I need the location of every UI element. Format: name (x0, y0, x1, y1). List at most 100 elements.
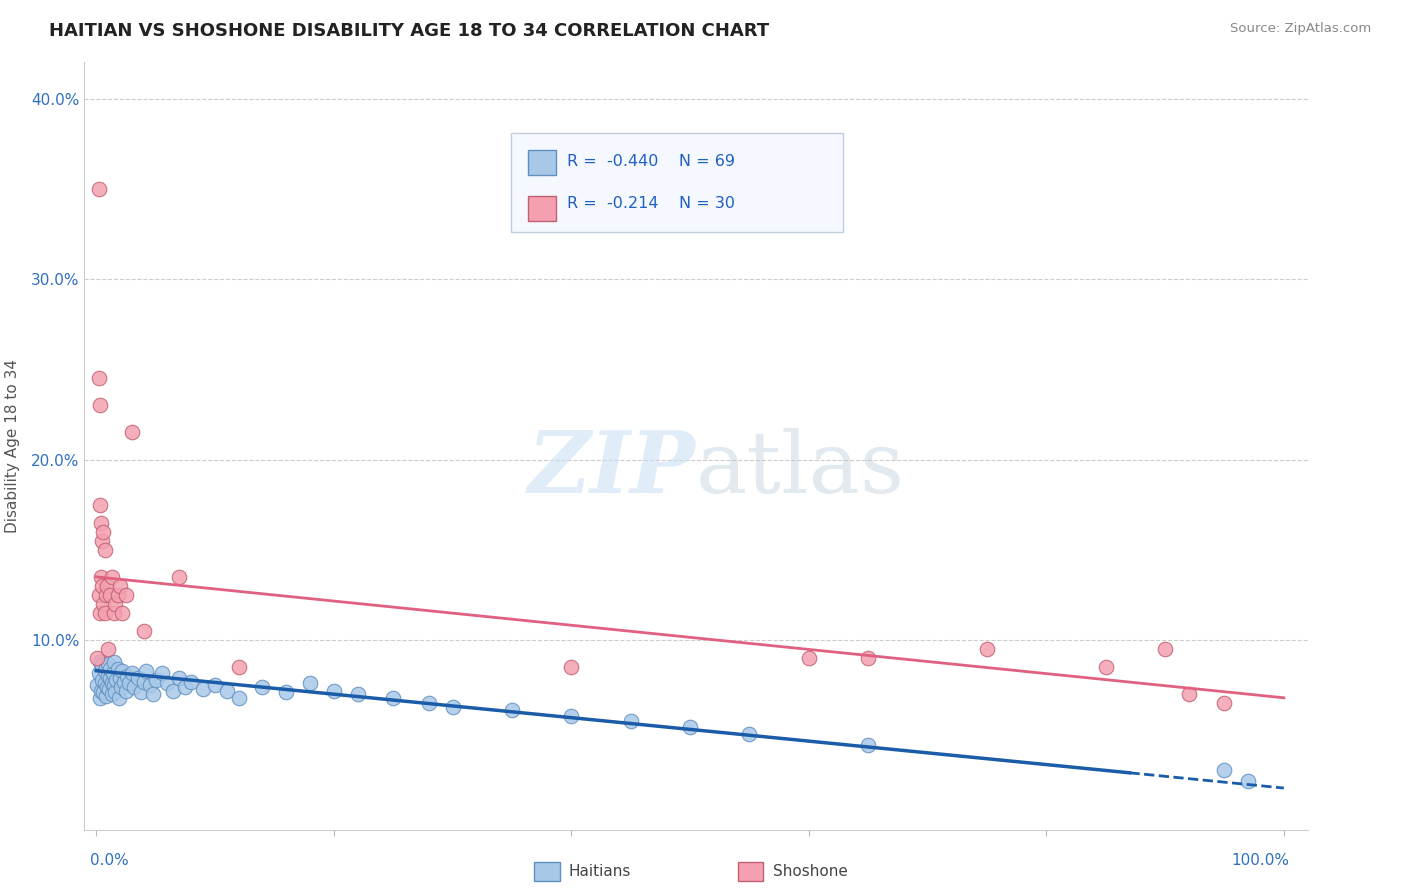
Point (1094, 660, 1116, 674)
Point (620, 714, 643, 729)
Point (93, 676, 115, 690)
Point (91, 658, 114, 673)
Point (215, 683, 238, 698)
Point (856, 651, 879, 665)
Point (169, 570, 191, 584)
Point (96, 680, 118, 694)
Point (132, 624, 155, 638)
Point (115, 683, 138, 698)
Point (98, 681, 121, 696)
Point (107, 690, 129, 705)
Point (108, 671, 131, 685)
Point (976, 642, 998, 657)
Point (501, 703, 523, 717)
Point (90, 683, 112, 698)
Point (115, 588, 138, 602)
Point (87, 182, 110, 196)
Point (93, 606, 115, 620)
Point (108, 579, 131, 593)
Point (104, 685, 127, 699)
Point (382, 690, 405, 705)
Point (86, 651, 108, 665)
Point (346, 687, 368, 701)
Text: R =  -0.214    N = 30: R = -0.214 N = 30 (567, 196, 735, 211)
Point (97, 657, 120, 671)
Point (276, 685, 298, 699)
Point (89, 655, 111, 669)
Point (91, 579, 114, 593)
Text: ZIP: ZIP (529, 427, 696, 511)
Point (204, 678, 226, 692)
Point (93, 597, 115, 611)
Point (138, 678, 160, 692)
Point (87, 588, 110, 602)
Point (100, 671, 122, 685)
Point (101, 665, 124, 680)
Point (87, 665, 110, 680)
Point (90, 516, 112, 530)
Point (94, 588, 117, 602)
Point (87, 371, 110, 385)
Point (97, 669, 120, 683)
Point (110, 680, 132, 694)
Point (738, 727, 761, 741)
Point (418, 696, 440, 710)
Point (1213, 696, 1236, 710)
Point (127, 671, 149, 685)
Point (679, 720, 702, 734)
Point (797, 651, 820, 665)
Point (441, 699, 464, 714)
Text: 100.0%: 100.0% (1232, 853, 1289, 868)
Point (132, 674, 155, 689)
Point (103, 655, 125, 669)
Point (228, 690, 250, 705)
Text: HAITIAN VS SHOSHONE DISABILITY AGE 18 TO 34 CORRELATION CHART: HAITIAN VS SHOSHONE DISABILITY AGE 18 TO… (49, 22, 769, 40)
Text: Haitians: Haitians (568, 864, 630, 879)
Point (91, 533, 114, 548)
Point (121, 665, 143, 680)
Point (104, 597, 127, 611)
Point (174, 680, 197, 694)
Point (93, 542, 115, 557)
Point (105, 673, 128, 687)
Point (228, 660, 250, 674)
Point (115, 669, 138, 683)
Point (100, 662, 122, 676)
Point (100, 687, 122, 701)
Point (142, 687, 165, 701)
Point (560, 709, 582, 723)
Point (93, 685, 115, 699)
Point (121, 425, 143, 440)
Point (97, 642, 120, 657)
Text: atlas: atlas (696, 427, 905, 510)
Point (91, 673, 114, 687)
Point (89, 606, 111, 620)
Y-axis label: Disability Age 18 to 34: Disability Age 18 to 34 (4, 359, 20, 533)
Point (1213, 763, 1236, 777)
Point (111, 664, 134, 678)
Point (1154, 642, 1177, 657)
Point (94, 660, 117, 674)
Point (86, 678, 108, 692)
Point (107, 588, 129, 602)
Point (145, 673, 167, 687)
Text: Source: ZipAtlas.com: Source: ZipAtlas.com (1230, 22, 1371, 36)
Point (191, 681, 214, 696)
Text: 0.0%: 0.0% (90, 853, 129, 868)
Point (322, 683, 344, 698)
Text: R =  -0.440    N = 69: R = -0.440 N = 69 (567, 154, 735, 169)
Point (131, 685, 153, 699)
Point (100, 676, 122, 690)
Point (93, 524, 115, 539)
Point (180, 674, 202, 689)
Point (162, 683, 184, 698)
Point (89, 498, 111, 512)
Point (89, 398, 111, 412)
Point (1237, 773, 1260, 788)
Point (1178, 687, 1201, 701)
Point (856, 738, 879, 752)
Point (135, 664, 157, 678)
Text: Shoshone: Shoshone (773, 864, 848, 879)
Point (100, 588, 122, 602)
Point (560, 660, 582, 674)
